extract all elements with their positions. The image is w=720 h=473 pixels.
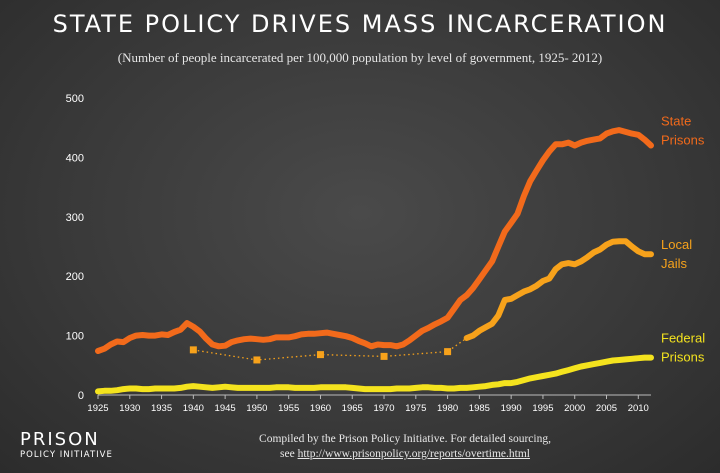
local-jails-earlier-data-points-point: [380, 352, 388, 360]
series-label: Local: [661, 237, 692, 252]
state-prisons-line: [95, 127, 654, 354]
federal-prisons-line: [95, 354, 654, 395]
source-line2: see http://www.prisonpolicy.org/reports/…: [200, 447, 610, 462]
series-label: Prisons: [661, 350, 705, 365]
x-tick-label: 1990: [501, 403, 522, 414]
local-jails-earlier-data-points-point: [189, 346, 197, 354]
source-prefix: see: [280, 448, 298, 460]
x-tick-label: 1960: [310, 403, 331, 414]
local-jails-earlier-data-points-point: [253, 356, 261, 364]
x-tick-label: 1970: [373, 403, 394, 414]
x-tick-label: 1950: [246, 403, 267, 414]
chart-title: STATE POLICY DRIVES MASS INCARCERATION: [52, 10, 668, 38]
x-tick-label: 1975: [405, 403, 426, 414]
y-tick-label: 0: [78, 390, 84, 402]
y-axis: 0 100 200 300 400 500: [66, 93, 84, 402]
logo-line2: POLICY INITIATIVE: [20, 450, 113, 460]
source-link[interactable]: http://www.prisonpolicy.org/reports/over…: [297, 448, 530, 460]
series-label: Jails: [661, 256, 688, 271]
source-line1: Compiled by the Prison Policy Initiative…: [259, 433, 551, 445]
x-axis: 1925 1930 1935 1940 1945 1950 1955 1960 1965 1970…: [87, 394, 651, 414]
x-tick-label: 1925: [87, 403, 108, 414]
x-tick-label: 1935: [151, 403, 172, 414]
x-tick-label: 1945: [215, 403, 236, 414]
series-label: Federal: [661, 331, 705, 346]
x-tick-label: 1995: [532, 403, 553, 414]
source-note: Compiled by the Prison Policy Initiative…: [200, 432, 610, 462]
logo-line1: PRISON: [20, 429, 100, 450]
x-tick-label: 2000: [564, 403, 585, 414]
local-jails-line: [463, 238, 654, 341]
y-tick-label: 400: [66, 152, 84, 164]
y-tick-label: 100: [66, 331, 84, 343]
x-tick-label: 2010: [628, 403, 649, 414]
x-tick-label: 1985: [469, 403, 490, 414]
local-jails-earlier-data-points-point: [316, 351, 324, 359]
x-tick-label: 1930: [119, 403, 140, 414]
x-tick-label: 2005: [596, 403, 617, 414]
x-tick-label: 1965: [342, 403, 363, 414]
series-label: State: [661, 114, 691, 129]
x-tick-label: 1980: [437, 403, 458, 414]
prison-policy-initiative-logo: PRISON POLICY INITIATIVE: [20, 429, 113, 461]
y-tick-label: 500: [66, 93, 84, 105]
plot-series: [95, 127, 654, 395]
y-tick-label: 300: [66, 212, 84, 224]
series-labels: State Prisons Local Jails Federal Prisons: [661, 114, 705, 365]
chart-subtitle: (Number of people incarcerated per 100,0…: [117, 50, 603, 65]
x-tick-label: 1955: [278, 403, 299, 414]
local-jails-earlier-data-points-point: [444, 348, 452, 356]
y-tick-label: 200: [66, 271, 84, 283]
x-tick-label: 1940: [183, 403, 204, 414]
series-label: Prisons: [661, 133, 705, 148]
